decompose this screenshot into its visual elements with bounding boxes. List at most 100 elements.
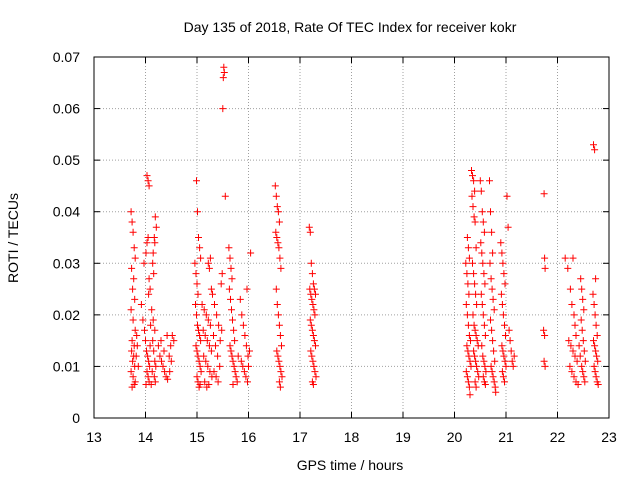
data-point xyxy=(151,378,159,386)
data-point xyxy=(309,332,317,339)
data-point xyxy=(244,378,251,386)
data-point xyxy=(590,337,597,345)
data-point xyxy=(464,280,472,288)
data-point xyxy=(590,362,598,370)
data-point xyxy=(591,342,599,350)
data-point xyxy=(510,352,518,360)
data-point xyxy=(482,368,490,376)
data-point xyxy=(502,332,509,339)
data-point xyxy=(129,316,137,324)
data-point xyxy=(591,368,599,376)
data-point xyxy=(241,332,249,339)
data-point xyxy=(231,368,239,376)
data-point xyxy=(198,301,206,308)
data-point xyxy=(129,373,137,381)
data-point xyxy=(131,254,139,262)
data-point xyxy=(230,362,238,370)
data-point xyxy=(218,270,226,278)
data-point xyxy=(489,373,497,381)
x-tick-label: 18 xyxy=(344,429,360,445)
data-point xyxy=(231,337,239,345)
data-point xyxy=(501,280,509,288)
data-point xyxy=(128,337,136,345)
data-point xyxy=(580,373,588,381)
data-point xyxy=(487,275,495,283)
data-point xyxy=(472,357,480,365)
data-point xyxy=(575,342,583,350)
data-point xyxy=(471,352,479,360)
data-point xyxy=(128,347,136,355)
data-point xyxy=(204,362,212,370)
data-point xyxy=(477,290,485,298)
data-point xyxy=(219,74,227,82)
data-point xyxy=(578,362,586,370)
data-point xyxy=(469,259,476,267)
data-point xyxy=(199,326,207,334)
data-point xyxy=(540,357,548,365)
data-point xyxy=(133,332,141,339)
data-point xyxy=(469,172,476,180)
data-point xyxy=(499,259,507,267)
data-point xyxy=(205,342,213,350)
data-point xyxy=(221,192,229,200)
data-point xyxy=(145,290,153,298)
data-point xyxy=(541,332,549,339)
data-point xyxy=(170,337,178,345)
data-point xyxy=(131,326,139,334)
data-point xyxy=(591,146,599,154)
data-point xyxy=(564,264,572,272)
data-point xyxy=(589,290,597,298)
data-point xyxy=(497,239,505,247)
data-point xyxy=(229,381,237,388)
data-point xyxy=(309,301,317,308)
data-point xyxy=(470,270,478,278)
data-point xyxy=(207,285,215,293)
data-point xyxy=(466,391,474,399)
data-point xyxy=(579,295,587,303)
data-point xyxy=(505,326,513,334)
data-point xyxy=(275,378,283,386)
data-point xyxy=(488,228,496,236)
data-point xyxy=(591,311,599,319)
data-point xyxy=(477,239,485,247)
data-point xyxy=(207,347,215,355)
data-point xyxy=(468,192,476,200)
data-point xyxy=(146,362,154,370)
data-point xyxy=(470,177,478,185)
y-tick-label: 0.07 xyxy=(53,49,80,65)
data-point xyxy=(540,190,548,198)
data-point xyxy=(228,275,236,283)
y-tick-label: 0 xyxy=(72,410,80,426)
data-point xyxy=(226,254,234,262)
data-point xyxy=(470,347,478,355)
data-point xyxy=(129,285,137,293)
data-point xyxy=(194,290,202,298)
data-point xyxy=(276,383,284,391)
data-point xyxy=(166,368,174,376)
data-point xyxy=(141,326,148,334)
data-point xyxy=(131,295,139,303)
data-point xyxy=(210,332,217,339)
data-point xyxy=(275,218,283,226)
data-point xyxy=(237,357,245,365)
data-point xyxy=(498,249,506,257)
data-point xyxy=(151,239,159,247)
data-point xyxy=(465,254,473,262)
data-point xyxy=(247,249,255,257)
data-point xyxy=(593,352,601,360)
data-point xyxy=(569,254,577,262)
data-point xyxy=(143,239,151,247)
data-point xyxy=(312,342,319,350)
data-point xyxy=(481,362,489,370)
data-point xyxy=(576,352,584,360)
data-point xyxy=(308,352,316,360)
data-point xyxy=(499,373,507,381)
data-point xyxy=(275,244,283,252)
data-point xyxy=(273,347,281,355)
data-point xyxy=(145,357,153,365)
data-point xyxy=(142,249,150,257)
data-point xyxy=(570,373,578,381)
data-point xyxy=(479,218,487,226)
data-point xyxy=(129,228,137,236)
data-point xyxy=(472,244,480,252)
